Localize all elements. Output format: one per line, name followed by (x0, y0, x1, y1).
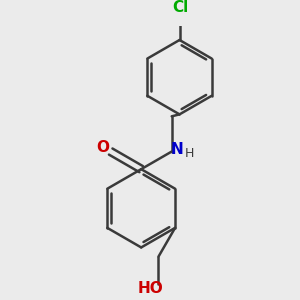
Text: N: N (170, 142, 183, 157)
Text: O: O (96, 140, 110, 155)
Text: H: H (184, 147, 194, 160)
Text: Cl: Cl (172, 0, 189, 15)
Text: HO: HO (138, 281, 164, 296)
